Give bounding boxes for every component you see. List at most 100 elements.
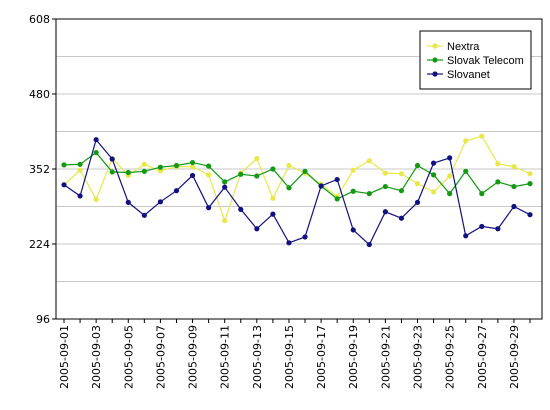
y-tick-label: 480 — [29, 88, 50, 101]
data-point — [527, 212, 533, 218]
legend-item: Slovak Telecom — [427, 55, 524, 67]
y-tick-label: 352 — [29, 163, 50, 176]
data-point — [527, 171, 533, 177]
data-point — [222, 217, 228, 224]
legend-item: Slovanet — [427, 69, 490, 81]
data-point — [430, 172, 437, 178]
data-point — [463, 168, 469, 174]
data-point — [270, 211, 276, 217]
data-point — [254, 173, 260, 179]
data-point — [382, 183, 388, 190]
x-tick-label: 2005-09-03 — [90, 325, 103, 389]
data-point — [125, 169, 131, 176]
data-point — [447, 155, 453, 161]
series-line — [63, 138, 531, 246]
x-tick-label: 2005-09-05 — [122, 325, 135, 389]
x-tick-label: 2005-09-25 — [444, 325, 457, 389]
data-point — [414, 199, 421, 205]
series-group — [61, 133, 533, 248]
data-point — [463, 233, 469, 239]
legend-label: Nextra — [447, 41, 480, 53]
data-point — [350, 167, 356, 173]
x-tick-label: 2005-09-17 — [315, 325, 328, 389]
y-tick-label: 608 — [29, 13, 50, 26]
data-point — [430, 160, 437, 166]
data-point — [398, 171, 405, 177]
data-point — [125, 199, 131, 205]
data-point — [141, 212, 147, 218]
y-tick-label: 224 — [29, 238, 50, 251]
series-line — [63, 151, 531, 200]
data-point — [77, 167, 83, 173]
data-point — [189, 159, 196, 166]
data-point — [173, 162, 180, 169]
data-point — [334, 176, 340, 183]
data-point — [270, 195, 276, 201]
x-tick-label: 2005-09-09 — [187, 325, 200, 389]
data-point — [270, 166, 276, 172]
data-point — [479, 191, 485, 197]
y-tick-label: 96 — [36, 313, 50, 326]
data-point — [238, 171, 244, 177]
data-point — [222, 179, 228, 185]
data-point — [254, 226, 260, 232]
x-tick-label: 2005-09-01 — [58, 325, 71, 389]
data-point — [61, 162, 67, 168]
data-point — [286, 162, 292, 169]
data-point — [414, 181, 421, 187]
data-point — [495, 226, 501, 232]
legend-marker — [432, 43, 438, 49]
data-point — [109, 169, 115, 175]
data-point — [366, 191, 372, 197]
data-point — [398, 215, 405, 221]
series-slovanet — [61, 137, 533, 248]
x-tick-label: 2005-09-11 — [219, 325, 232, 389]
data-point — [382, 170, 388, 176]
data-point — [157, 164, 164, 170]
data-point — [479, 223, 485, 230]
data-point — [302, 234, 308, 240]
data-point — [511, 203, 517, 210]
data-point — [511, 164, 517, 170]
series-slovak-telecom — [61, 149, 533, 202]
data-point — [93, 196, 99, 203]
data-point — [495, 179, 501, 185]
x-tick-label: 2005-09-13 — [251, 325, 264, 389]
data-point — [382, 209, 388, 215]
data-point — [206, 172, 212, 178]
data-point — [109, 156, 115, 162]
data-point — [479, 133, 485, 139]
data-point — [254, 155, 260, 162]
data-point — [141, 168, 147, 174]
series-nextra — [61, 133, 533, 224]
data-point — [206, 205, 212, 211]
data-point — [366, 158, 372, 164]
data-point — [495, 161, 501, 167]
data-point — [189, 172, 196, 179]
legend-item: Nextra — [427, 41, 480, 53]
data-point — [447, 173, 453, 179]
data-point — [61, 182, 67, 188]
data-point — [189, 164, 196, 170]
data-point — [77, 161, 83, 167]
data-point — [527, 181, 533, 187]
x-tick-label: 2005-09-07 — [154, 325, 167, 389]
data-point — [366, 241, 372, 248]
data-point — [350, 188, 356, 194]
data-point — [222, 184, 228, 190]
x-tick-label: 2005-09-19 — [347, 325, 360, 389]
x-tick-label: 2005-09-23 — [412, 325, 425, 389]
data-point — [302, 168, 308, 174]
x-tick-label: 2005-09-15 — [283, 325, 296, 389]
data-point — [157, 199, 164, 205]
x-tick-label: 2005-09-27 — [476, 325, 489, 389]
legend: Nextra Slovak Telecom Slovanet — [419, 30, 532, 90]
data-point — [286, 185, 292, 191]
legend-label: Slovak Telecom — [447, 55, 524, 67]
data-point — [511, 183, 517, 190]
data-point — [398, 188, 405, 194]
x-tick-label: 2005-09-21 — [379, 325, 392, 389]
data-point — [430, 189, 437, 195]
legend-label: Slovanet — [447, 69, 490, 81]
